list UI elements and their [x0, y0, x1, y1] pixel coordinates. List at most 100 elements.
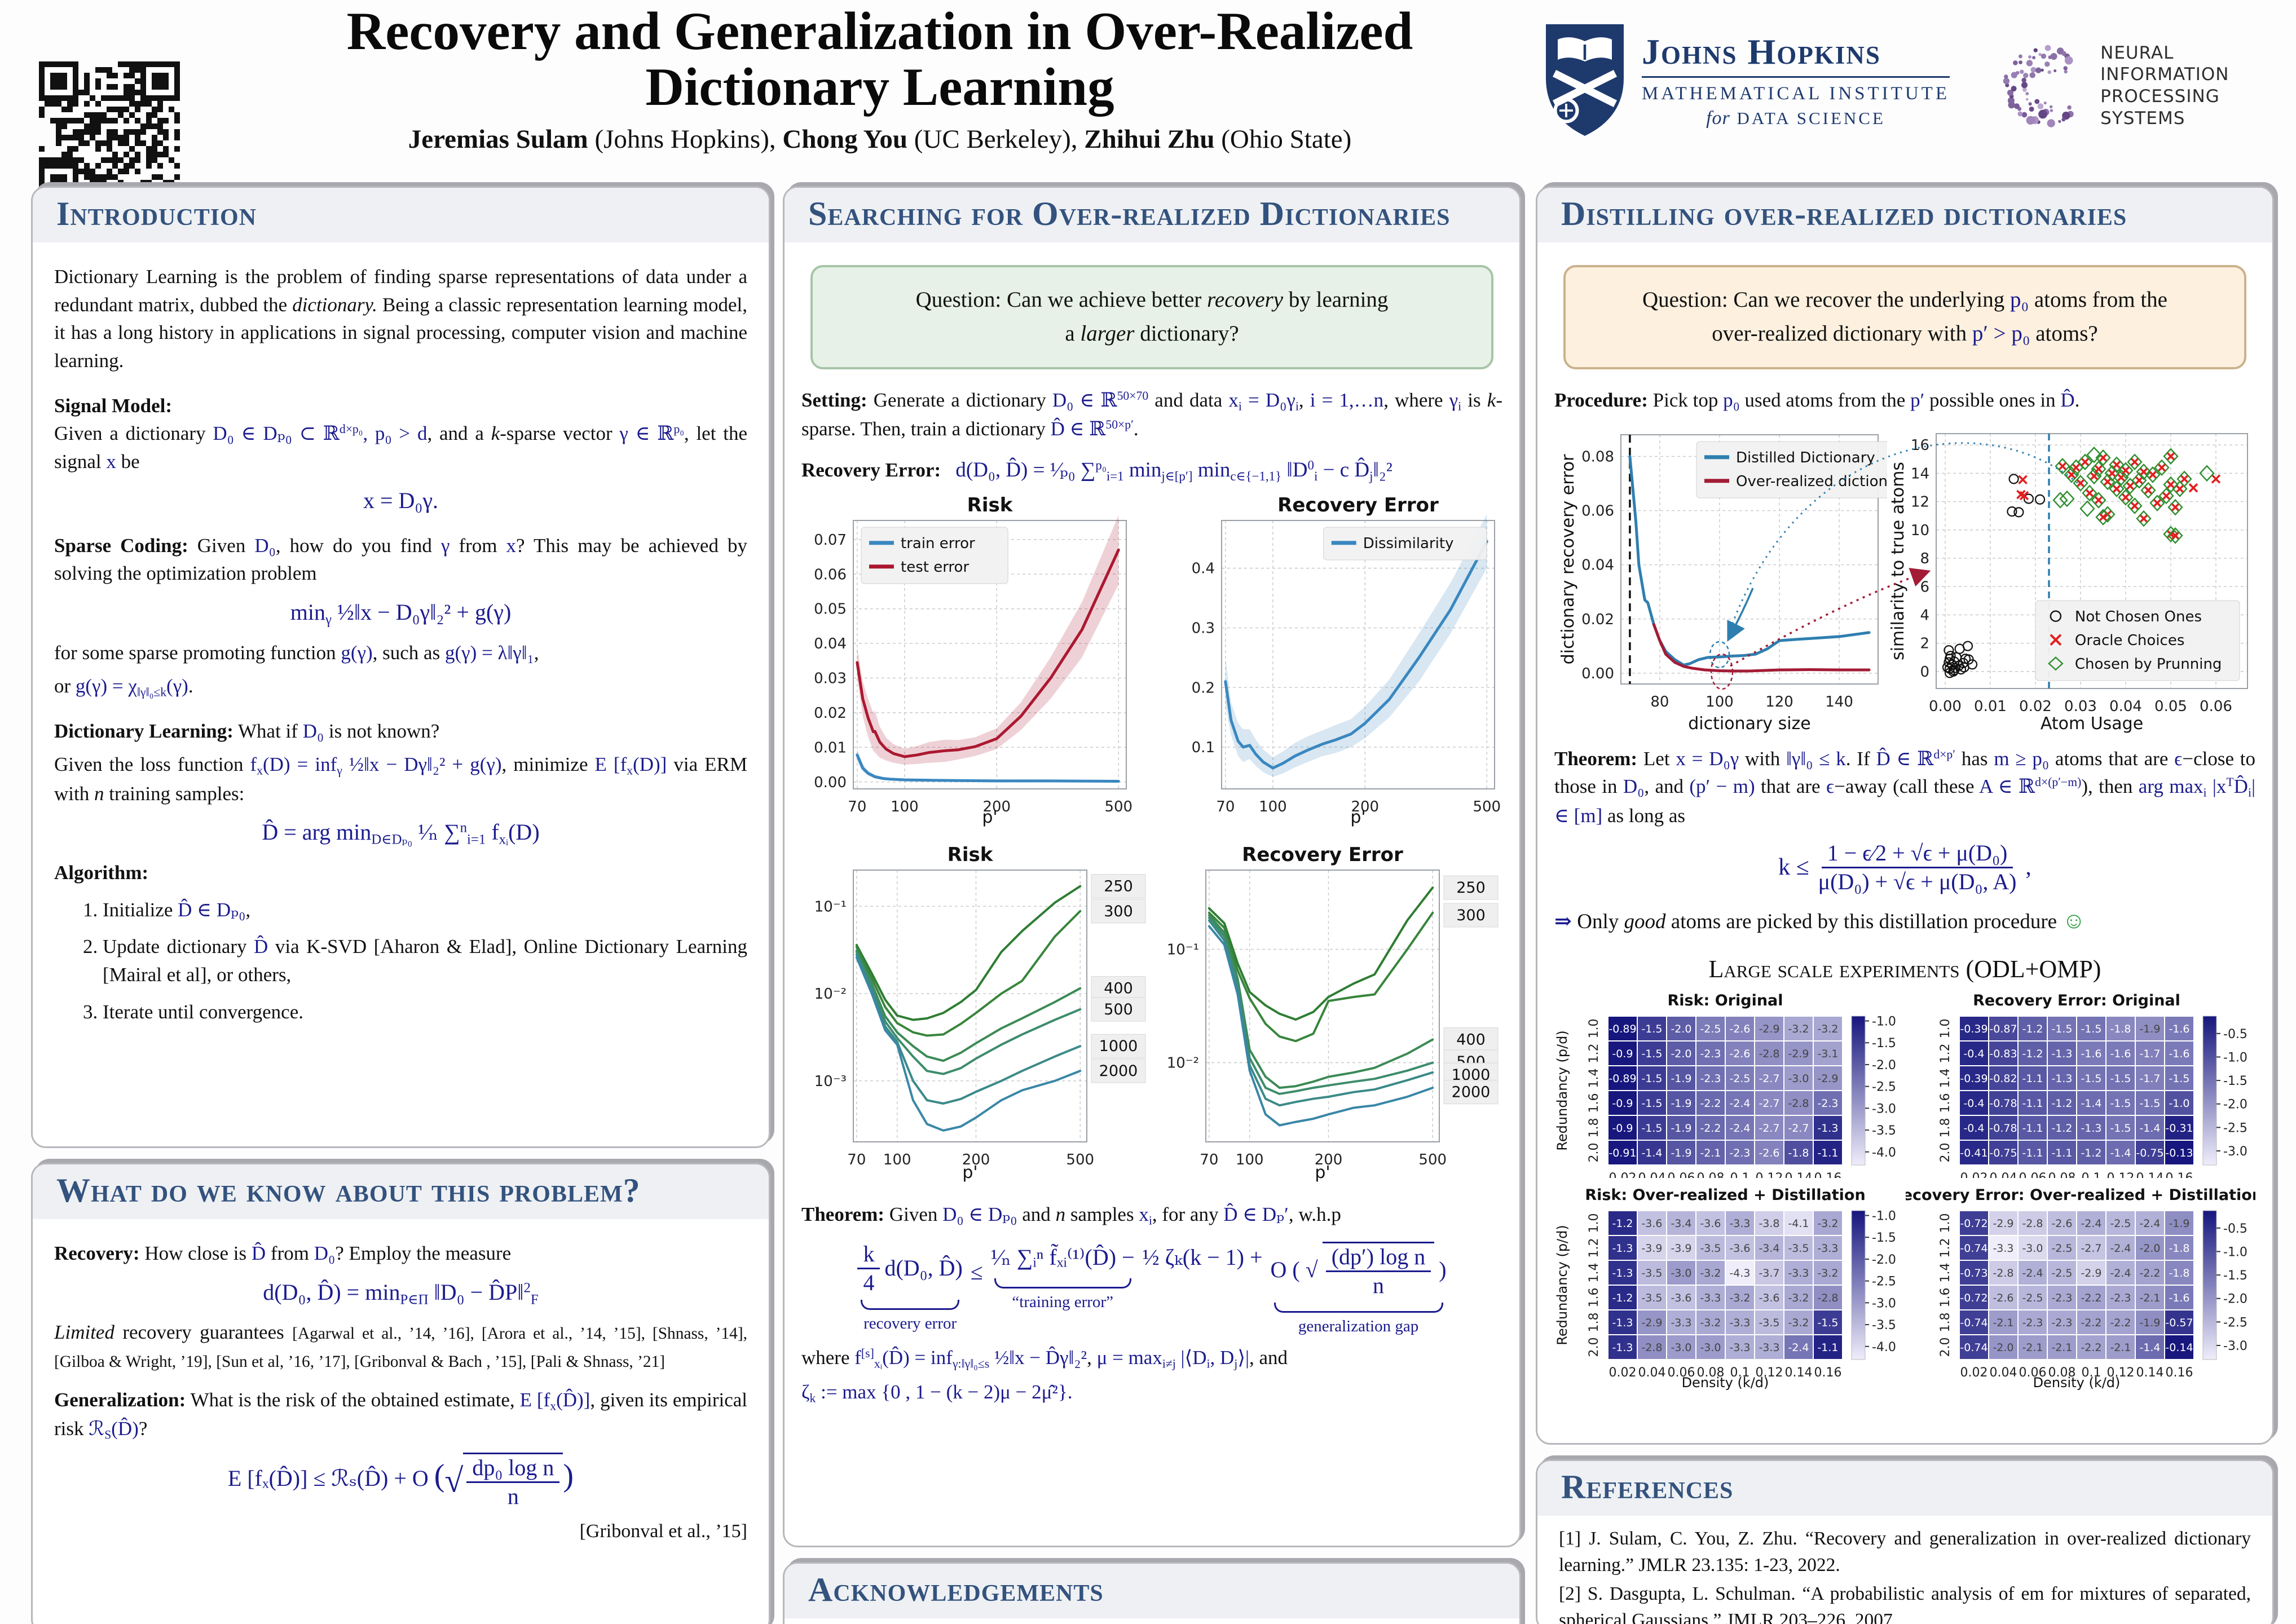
panel-distilling-body: Question: Can we recover the underlying … — [1537, 242, 2272, 1413]
svg-text:0.06: 0.06 — [2200, 698, 2232, 715]
svg-text:0.04: 0.04 — [1990, 1366, 2017, 1380]
svg-text:-4.0: -4.0 — [1872, 1340, 1896, 1354]
svg-text:0.4: 0.4 — [1192, 561, 1215, 577]
svg-text:0: 0 — [1920, 664, 1929, 681]
svg-text:-2.1: -2.1 — [2022, 1341, 2043, 1354]
svg-text:similarity to true atoms: similarity to true atoms — [1889, 462, 1908, 660]
svg-text:2.0: 2.0 — [1938, 1142, 1953, 1162]
svg-text:-2.6: -2.6 — [1729, 1048, 1750, 1060]
panel-distilling-header: Distilling over-realized dictionaries — [1537, 188, 2272, 242]
distillation-figure: 80 100 120 140 0.00 0.02 0.04 0.06 0.08 dictionar… — [1554, 420, 2255, 736]
svg-text:-1.6: -1.6 — [2110, 1048, 2131, 1060]
svg-text:Redundancy (p/d): Redundancy (p/d) — [1554, 1225, 1570, 1345]
algorithm-step-2: Update dictionary D̂ via K-SVD [Aharon &… — [103, 933, 747, 988]
sparse-function-text: for some sparse promoting function g(γ),… — [54, 641, 539, 664]
svg-text:1.8: 1.8 — [1938, 1118, 1953, 1137]
svg-text:-2.3: -2.3 — [2110, 1292, 2131, 1304]
svg-text:0.00: 0.00 — [814, 774, 847, 791]
theorem2-text: Let x = D₀γ with ‖γ‖₀ ≤ k. If D̂ ∈ ℝd×pʹ… — [1554, 747, 2256, 827]
svg-text:0.16: 0.16 — [2166, 1366, 2193, 1380]
svg-text:-2.1: -2.1 — [1700, 1147, 1721, 1159]
svg-text:-3.3: -3.3 — [1729, 1217, 1750, 1230]
svg-text:-1.5: -1.5 — [2223, 1074, 2247, 1088]
svg-text:1.2: 1.2 — [1938, 1238, 1953, 1258]
svg-text:-3.6: -3.6 — [1671, 1292, 1691, 1304]
sparse-coding-formula: minγ ½‖x − D₀γ‖₂² + g(γ) — [290, 599, 512, 628]
svg-text:-2.6: -2.6 — [1759, 1147, 1779, 1159]
svg-text:0.01: 0.01 — [814, 740, 847, 757]
svg-text:Redundancy (p/d): Redundancy (p/d) — [1554, 1030, 1570, 1150]
svg-text:-2.2: -2.2 — [2081, 1341, 2101, 1354]
svg-text:0.1: 0.1 — [1192, 739, 1215, 756]
recovery-error-formula: d(D₀, D̂) = ¹⁄ₚ₀ ∑p₀i=1 minj∈[pʹ] minc∈{… — [955, 458, 1392, 483]
svg-text:-2.2: -2.2 — [1700, 1097, 1721, 1110]
svg-text:-1.2: -1.2 — [1612, 1292, 1633, 1304]
svg-text:0.04: 0.04 — [814, 636, 847, 652]
svg-text:14: 14 — [1911, 465, 1929, 482]
svg-text:-2.2: -2.2 — [2139, 1267, 2160, 1279]
svg-text:-2.3: -2.3 — [2051, 1317, 2072, 1329]
jhu-logo: Johns Hopkins MATHEMATICAL INSTITUTE for… — [1543, 20, 1950, 140]
panel-what-do-we-know-header: What do we know about this problem? — [33, 1164, 769, 1219]
svg-text:-0.78: -0.78 — [1989, 1097, 2017, 1110]
svg-text:-3.9: -3.9 — [1671, 1242, 1691, 1255]
svg-text:200: 200 — [1315, 1151, 1343, 1168]
svg-text:300: 300 — [1104, 903, 1133, 920]
svg-text:100: 100 — [883, 1151, 911, 1168]
svg-text:-2.8: -2.8 — [1759, 1048, 1779, 1060]
svg-text:1.6: 1.6 — [1587, 1093, 1601, 1113]
svg-text:-2.3: -2.3 — [1700, 1073, 1721, 1085]
svg-text:1.4: 1.4 — [1938, 1263, 1953, 1283]
svg-text:2: 2 — [1920, 635, 1929, 652]
svg-text:-2.7: -2.7 — [2081, 1242, 2101, 1255]
svg-text:0.1: 0.1 — [2082, 1366, 2101, 1380]
panel-searching: Searching for Over-realized Dictionaries… — [783, 186, 1521, 1547]
svg-text:-3.6: -3.6 — [1759, 1292, 1779, 1304]
svg-text:-1.1: -1.1 — [2022, 1073, 2043, 1085]
svg-text:-1.0: -1.0 — [1872, 1014, 1896, 1029]
svg-text:Distilled Dictionary: Distilled Dictionary — [1736, 449, 1875, 466]
svg-text:-2.6: -2.6 — [2051, 1217, 2072, 1230]
algorithm-steps: Initialize D̂ ∈ Dₚ₀, Update dictionary D… — [54, 896, 747, 1026]
question-distill-line1: Question: Can we recover the underlying … — [1642, 288, 2167, 312]
svg-text:1.6: 1.6 — [1938, 1288, 1953, 1308]
svg-text:0.14: 0.14 — [1785, 1366, 1813, 1380]
svg-text:-2.9: -2.9 — [2081, 1267, 2101, 1279]
svg-text:-2.0: -2.0 — [1671, 1048, 1691, 1060]
svg-text:140: 140 — [1825, 694, 1853, 710]
svg-text:0.08: 0.08 — [1697, 1171, 1725, 1178]
svg-text:-2.1: -2.1 — [2051, 1341, 2072, 1354]
heatmap-recovery-distillation: Recovery Error: Over-realized + Distilla… — [1890, 1185, 2263, 1401]
svg-text:-1.2: -1.2 — [2081, 1147, 2101, 1159]
svg-text:-2.7: -2.7 — [1759, 1073, 1779, 1085]
svg-text:-1.5: -1.5 — [2169, 1073, 2189, 1085]
recovery-error-by-samples-chart: 70 100 200 500 10⁻¹ 10⁻² Recovery Error p' 250 30… — [1154, 841, 1502, 1193]
svg-text:-2.0: -2.0 — [2139, 1242, 2160, 1255]
svg-text:-1.5: -1.5 — [2139, 1097, 2160, 1110]
svg-text:0.08: 0.08 — [1697, 1366, 1725, 1380]
question-box-distill: Question: Can we recover the underlying … — [1563, 265, 2246, 369]
svg-text:-1.9: -1.9 — [1671, 1122, 1691, 1135]
svg-text:0.1: 0.1 — [2082, 1171, 2101, 1178]
svg-text:-3.0: -3.0 — [2022, 1242, 2043, 1255]
svg-text:300: 300 — [1456, 907, 1486, 924]
svg-text:Atom Usage: Atom Usage — [2041, 714, 2143, 734]
svg-text:-3.0: -3.0 — [1671, 1341, 1691, 1354]
algorithm-label: Algorithm: — [54, 861, 149, 884]
svg-text:-2.3: -2.3 — [1729, 1147, 1750, 1159]
svg-text:p': p' — [962, 1163, 977, 1182]
svg-text:-1.9: -1.9 — [2139, 1317, 2160, 1329]
theorem1-label: Theorem: — [801, 1203, 885, 1225]
svg-text:-3.0: -3.0 — [2223, 1145, 2247, 1159]
svg-text:1.2: 1.2 — [1587, 1238, 1601, 1258]
svg-text:-2.7: -2.7 — [1788, 1122, 1809, 1135]
svg-text:0.1: 0.1 — [1730, 1171, 1750, 1178]
question-box-recovery: Question: Can we achieve better recovery… — [810, 265, 1493, 369]
svg-text:-2.8: -2.8 — [1788, 1097, 1809, 1110]
svg-text:500: 500 — [1104, 1001, 1133, 1018]
svg-text:100: 100 — [1706, 694, 1734, 710]
procedure-text: Pick top p₀ used atoms from the pʹ possi… — [1647, 389, 2080, 411]
svg-text:0.02: 0.02 — [814, 705, 847, 722]
svg-text:-1.1: -1.1 — [1817, 1341, 1838, 1354]
